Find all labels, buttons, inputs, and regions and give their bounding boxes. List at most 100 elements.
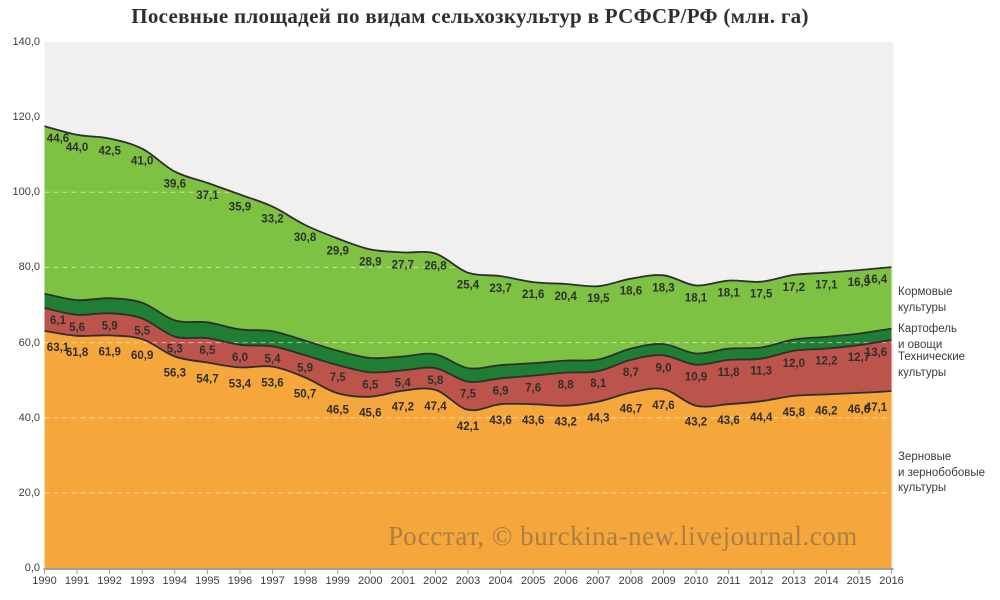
x-axis-label: 2009 — [651, 575, 676, 587]
chart-title: Посевные площадей по видам сельхозкульту… — [131, 4, 809, 28]
y-axis-label: 40,0 — [18, 411, 40, 424]
data-label-fodder: 35,9 — [229, 202, 251, 214]
data-label-fodder: 41,0 — [131, 156, 153, 168]
x-axis-label: 2013 — [781, 575, 806, 587]
data-label-fodder: 44,0 — [66, 142, 88, 154]
data-label-fodder: 33,2 — [261, 214, 283, 226]
data-label-grain: 63,1 — [47, 342, 70, 354]
data-label-grain: 56,3 — [164, 368, 186, 380]
data-label-fodder: 29,9 — [327, 246, 349, 258]
data-label-technical: 11,8 — [718, 367, 740, 379]
y-axis-label: 0,0 — [24, 562, 40, 574]
legend-item-grain: Зерновые и зернобобовые культуры — [898, 450, 985, 497]
legend-label: и овощи — [898, 338, 943, 351]
data-label-grain: 42,1 — [457, 421, 480, 433]
legend-label: культуры — [898, 482, 947, 494]
data-label-fodder: 26,8 — [424, 261, 447, 273]
data-label-grain: 44,3 — [587, 413, 609, 425]
data-label-technical: 6,0 — [232, 352, 248, 364]
data-label-fodder: 21,6 — [522, 289, 544, 301]
area-border-fodder — [44, 125, 892, 288]
legend-label: Картофель — [898, 323, 957, 335]
x-axis-label: 1997 — [260, 575, 285, 587]
data-label-fodder: 16,9 — [848, 277, 870, 289]
x-axis-label: 2010 — [683, 575, 709, 587]
legend-item-fodder: Кормовые культуры — [898, 285, 953, 316]
data-label-fodder: 18,1 — [717, 288, 740, 300]
data-label-technical: 5,5 — [134, 326, 151, 338]
data-label-fodder: 17,5 — [750, 289, 773, 301]
data-label-grain: 47,1 — [865, 402, 888, 414]
x-axis-label: 2005 — [520, 575, 546, 587]
x-axis-label: 1995 — [195, 575, 220, 587]
x-axis-label: 1993 — [129, 575, 155, 587]
x-axis-label: 2012 — [748, 575, 774, 587]
area-fodder — [44, 126, 892, 369]
data-label-fodder: 30,8 — [294, 232, 317, 244]
data-label-fodder: 17,1 — [815, 280, 838, 292]
legend-label: Зерновые — [898, 451, 952, 463]
x-axis-label: 1990 — [32, 575, 57, 587]
data-label-fodder: 18,1 — [685, 293, 708, 305]
data-label-fodder: 16,4 — [865, 274, 888, 286]
data-label-technical: 5,9 — [102, 320, 118, 332]
y-axis-label: 140,0 — [12, 36, 40, 48]
data-label-technical: 9,0 — [656, 362, 672, 374]
data-label-grain: 43,2 — [685, 417, 707, 429]
data-label-grain: 54,7 — [196, 374, 218, 386]
data-label-technical: 7,5 — [460, 389, 477, 401]
x-axis-label: 1992 — [97, 575, 122, 587]
data-label-fodder: 37,1 — [196, 190, 219, 202]
data-label-fodder: 18,6 — [620, 286, 642, 298]
data-label-grain: 61,8 — [66, 347, 89, 359]
data-label-technical: 12,2 — [815, 356, 837, 368]
data-label-grain: 53,6 — [261, 378, 283, 390]
x-axis-label: 2002 — [423, 575, 448, 587]
data-label-grain: 45,6 — [359, 408, 381, 420]
x-axis-label: 2006 — [553, 575, 578, 587]
x-axis-label: 1996 — [227, 575, 253, 587]
data-label-grain: 47,4 — [424, 401, 447, 413]
x-axis-label: 2016 — [879, 575, 904, 587]
data-label-fodder: 25,4 — [457, 280, 480, 292]
legend-label: и зернобобовые — [898, 466, 986, 479]
x-axis-label: 1998 — [292, 575, 318, 587]
y-axis-label: 60,0 — [18, 336, 40, 349]
y-axis-label: 100,0 — [12, 186, 40, 199]
y-axis-label: 80,0 — [18, 261, 40, 274]
area-border-grain — [44, 330, 892, 412]
data-label-technical: 5,9 — [297, 362, 313, 374]
data-label-technical: 5,4 — [265, 353, 282, 365]
data-label-technical: 5,4 — [395, 377, 412, 389]
x-axis-label: 2011 — [716, 575, 741, 587]
area-technical — [44, 308, 892, 411]
data-label-grain: 47,2 — [392, 402, 414, 414]
y-axis-label: 120,0 — [12, 111, 40, 124]
x-axis-label: 1991 — [64, 575, 90, 587]
data-label-grain: 43,6 — [489, 415, 511, 427]
x-axis-label: 2003 — [455, 575, 481, 587]
data-label-fodder: 17,2 — [783, 282, 805, 294]
watermark: Росстат, © burckina-new.livejournal.com — [388, 521, 858, 551]
data-label-grain: 61,9 — [99, 346, 121, 358]
data-label-technical: 5,8 — [427, 375, 444, 387]
data-label-fodder: 27,7 — [392, 259, 414, 271]
data-label-technical: 8,1 — [590, 378, 607, 390]
data-label-grain: 47,6 — [652, 400, 674, 412]
data-label-technical: 5,3 — [167, 344, 183, 356]
x-axis-label: 2008 — [618, 575, 644, 587]
legend-label: Технические — [898, 351, 966, 363]
data-label-grain: 46,2 — [815, 405, 837, 417]
data-label-technical: 6,5 — [199, 345, 216, 357]
data-label-fodder: 42,5 — [99, 146, 122, 158]
data-label-fodder: 44,6 — [47, 133, 69, 145]
data-label-fodder: 39,6 — [164, 179, 186, 191]
area-grain — [44, 330, 892, 568]
legend-item-technical: Технические культуры — [898, 350, 965, 381]
legend-label: культуры — [898, 366, 947, 379]
x-axis-label: 2001 — [390, 575, 416, 587]
data-label-grain: 46,6 — [848, 404, 870, 416]
data-label-technical: 7,5 — [330, 372, 347, 384]
x-axis-label: 2004 — [488, 575, 513, 587]
